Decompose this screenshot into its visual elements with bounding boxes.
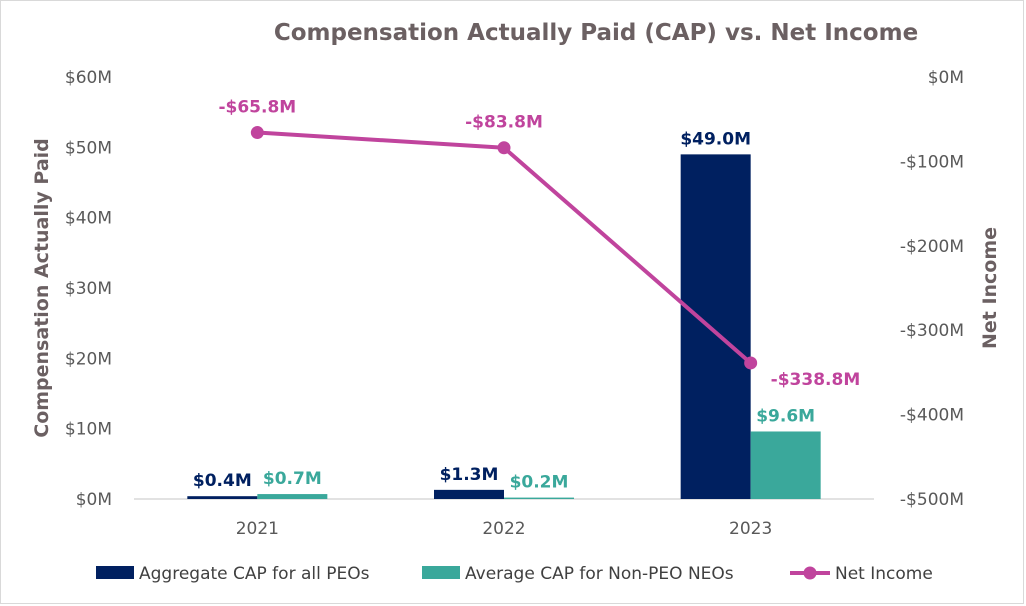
y-right-tick-label: -$500M: [900, 490, 964, 510]
y-right-tick-label: -$300M: [900, 321, 964, 341]
y-right-tick-label: $0M: [928, 68, 964, 88]
legend-swatch: [96, 566, 134, 579]
bar-data-label: $0.4M: [193, 471, 252, 491]
bar-data-label: $9.6M: [756, 406, 815, 426]
net-income-point: [250, 126, 264, 140]
bar-data-label: $0.7M: [263, 469, 322, 489]
data-labels: $0.4M $1.3M $49.0M $0.7M $0.2M $9.6M -$65.8M -$…: [193, 98, 860, 493]
line-data-label: -$338.8M: [771, 370, 861, 390]
y-left-tick-label: $50M: [65, 138, 112, 158]
bar-aggregate-cap: [680, 154, 751, 499]
net-income-point: [744, 356, 758, 370]
legend-label: Net Income: [835, 564, 933, 584]
bar-aggregate-cap: [434, 489, 504, 499]
bar-series: [187, 154, 821, 499]
legend-label: Average CAP for Non-PEO NEOs: [465, 564, 734, 584]
x-tick-labels: 2021 2022 2023: [236, 519, 773, 539]
y-right-tick-label: -$200M: [900, 237, 964, 257]
bar-data-label: $49.0M: [680, 129, 751, 149]
y-right-tick-labels: $0M -$100M -$200M -$300M -$400M -$500M: [900, 68, 964, 510]
net-income-line: [257, 130, 752, 365]
y-right-tick-label: -$100M: [900, 152, 964, 172]
y-right-axis-title: Net Income: [979, 227, 1001, 349]
y-left-tick-label: $10M: [65, 420, 112, 440]
legend-swatch: [422, 566, 460, 579]
y-left-tick-label: $0M: [76, 490, 112, 510]
bar-average-cap: [504, 497, 574, 499]
x-tick-label: 2022: [482, 519, 525, 539]
x-tick-label: 2023: [729, 519, 772, 539]
line-data-label: -$83.8M: [465, 113, 543, 133]
y-right-tick-label: -$400M: [900, 406, 964, 426]
y-left-tick-label: $20M: [65, 349, 112, 369]
legend-marker: [803, 566, 817, 580]
bar-average-cap: [257, 494, 328, 499]
legend: Aggregate CAP for all PEOs Average CAP fo…: [96, 564, 933, 584]
bar-data-label: $0.2M: [510, 473, 569, 493]
bar-data-label: $1.3M: [440, 465, 499, 485]
legend-label: Aggregate CAP for all PEOs: [139, 564, 370, 584]
bar-aggregate-cap: [187, 496, 258, 499]
net-income-series: [250, 126, 758, 370]
x-tick-label: 2021: [236, 519, 279, 539]
y-left-axis-title: Compensation Actually Paid: [31, 138, 53, 438]
y-left-tick-label: $30M: [65, 279, 112, 299]
bar-average-cap: [750, 431, 821, 499]
y-left-tick-label: $60M: [65, 68, 112, 88]
net-income-point: [497, 141, 511, 155]
y-left-tick-label: $40M: [65, 209, 112, 229]
line-data-label: -$65.8M: [218, 98, 296, 118]
chart-title: Compensation Actually Paid (CAP) vs. Net…: [274, 20, 918, 46]
y-left-tick-labels: $0M $10M $20M $30M $40M $50M $60M: [65, 68, 112, 510]
